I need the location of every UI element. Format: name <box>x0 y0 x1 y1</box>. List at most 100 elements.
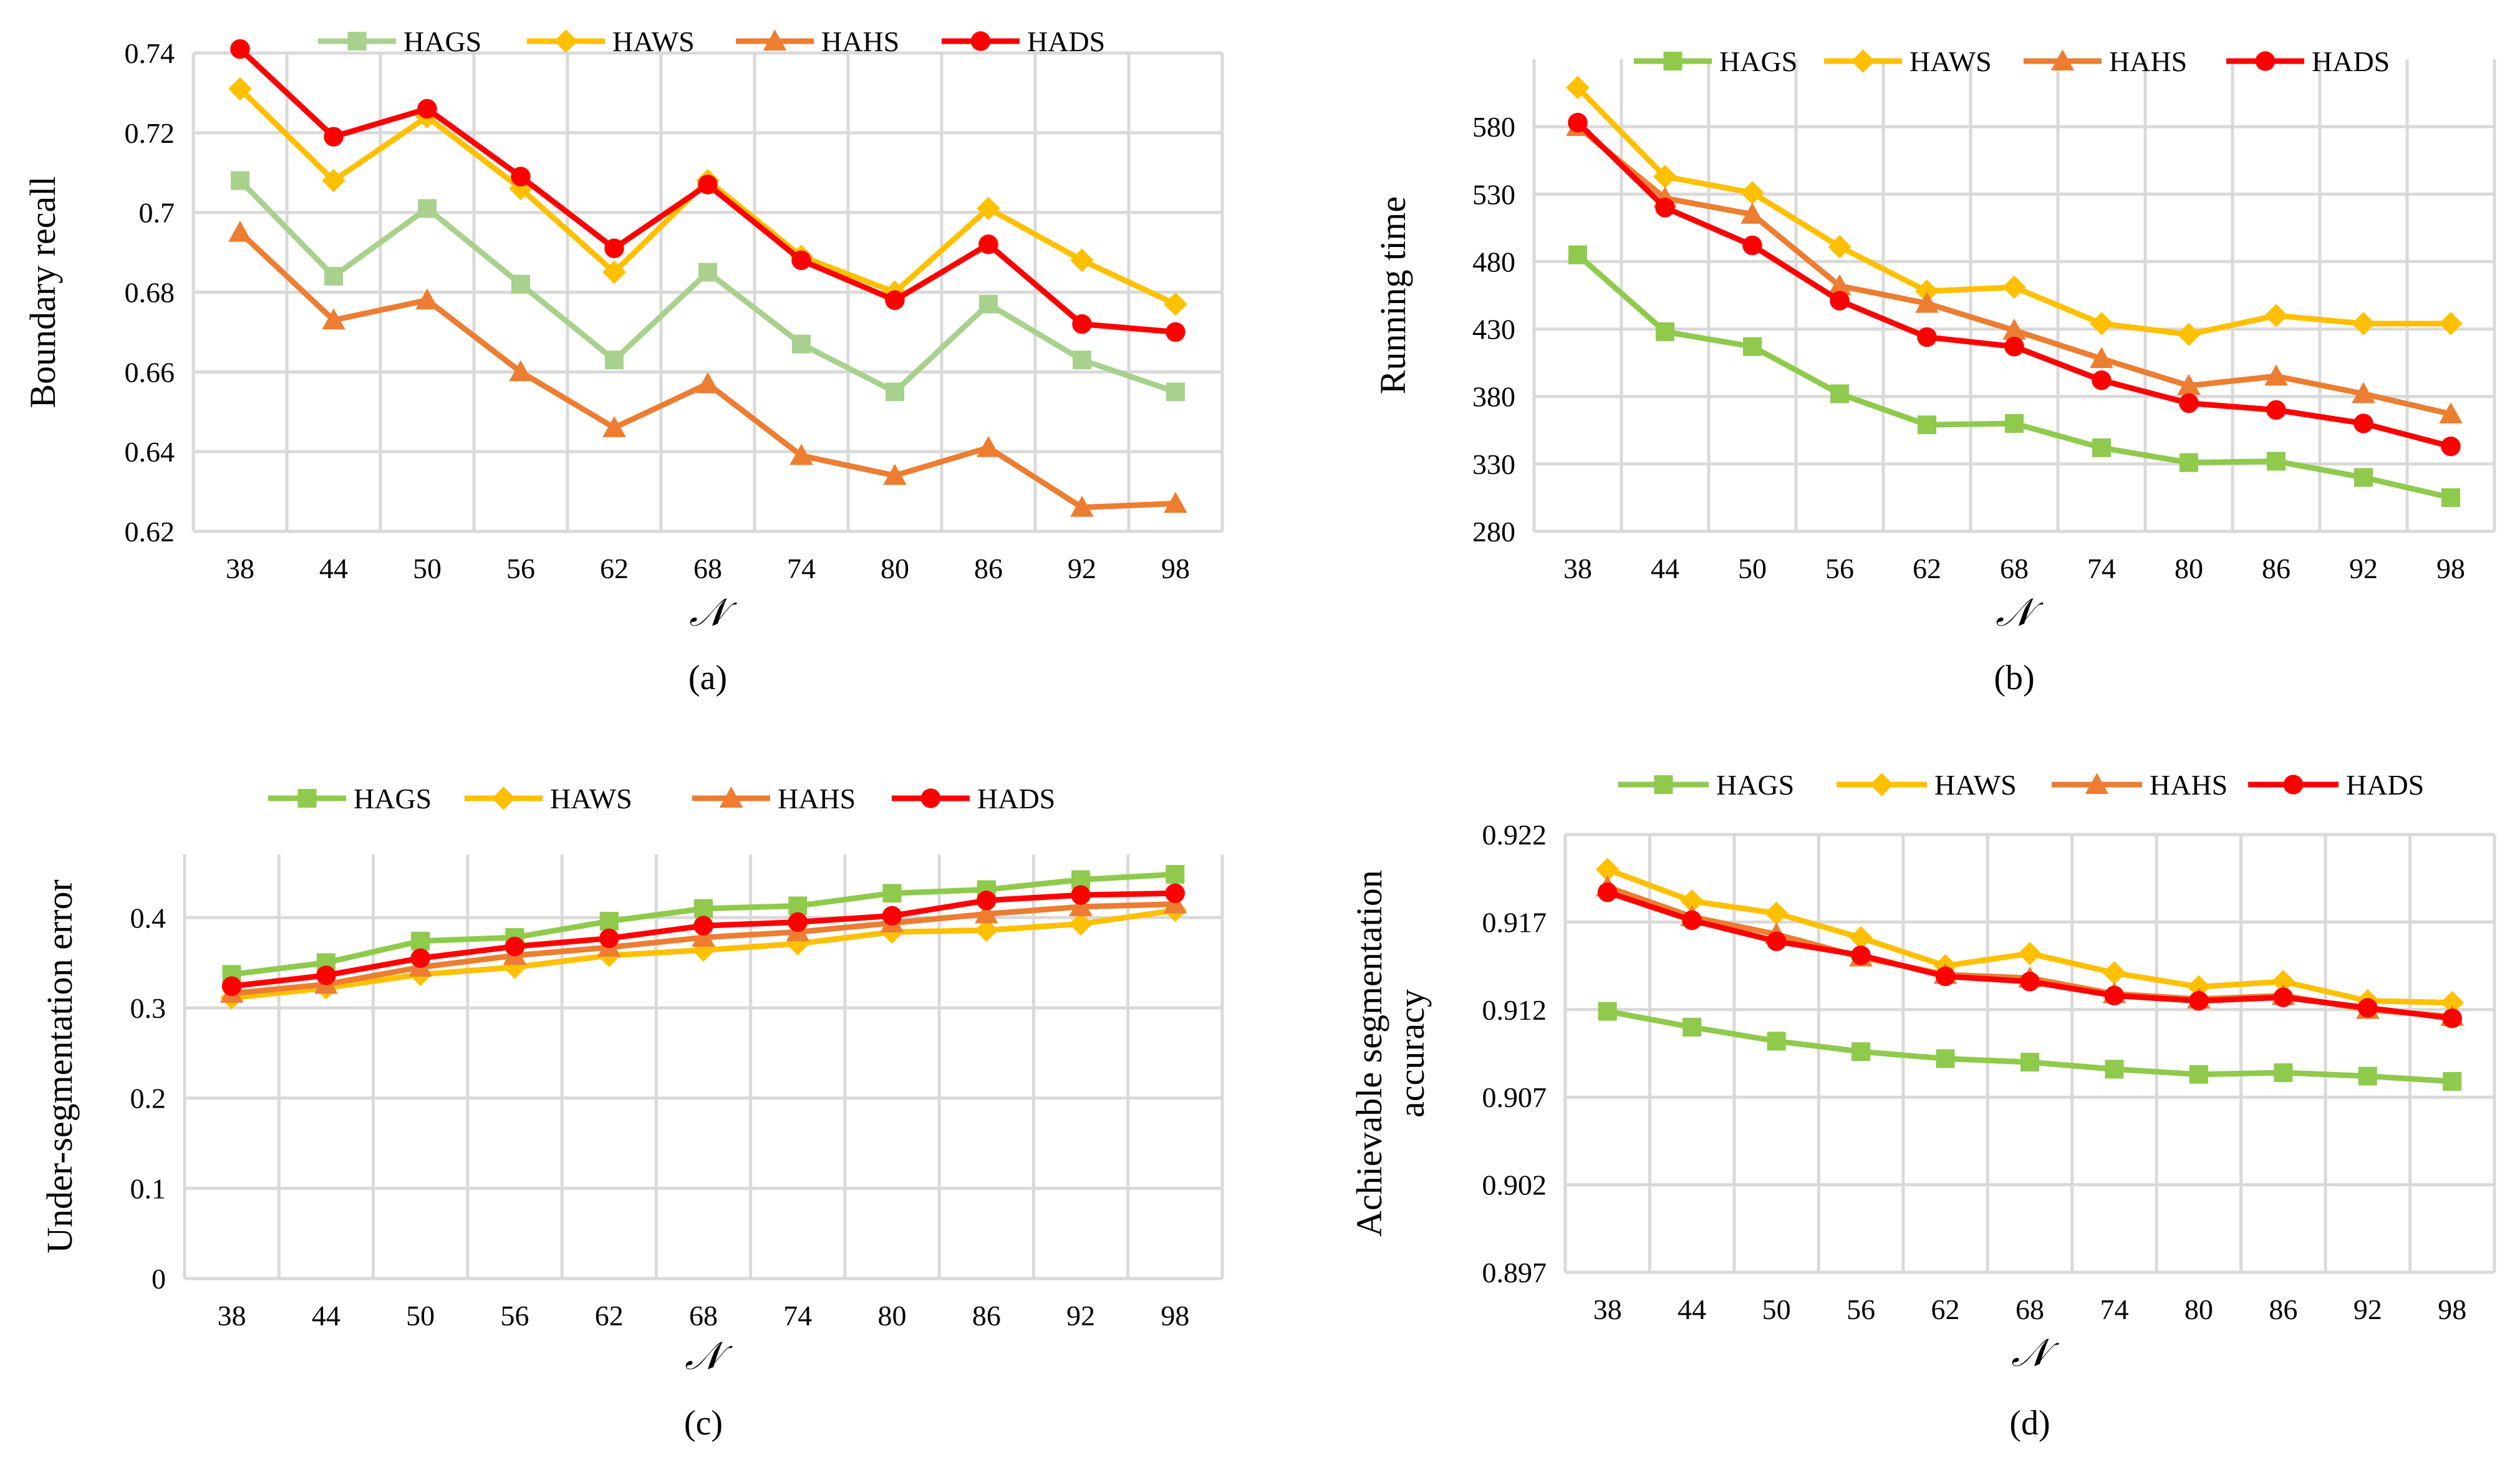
y-tick-label: 0.912 <box>1482 994 1547 1026</box>
point-hahs <box>1915 291 1939 313</box>
y-axis-title: Achievable segmentationaccuracy <box>1349 870 1432 1237</box>
point-hads <box>2266 400 2286 420</box>
point-hahs <box>1740 202 1764 224</box>
legend-marker-haws <box>1851 49 1875 73</box>
point-hahs <box>322 308 345 330</box>
y-tick-label: 280 <box>1472 516 1515 548</box>
y-tick-label: 480 <box>1472 246 1515 278</box>
y-tick-label: 0.1 <box>130 1173 167 1204</box>
x-tick-label: 98 <box>2438 1294 2466 1325</box>
point-hahs <box>1069 895 1093 916</box>
y-tick-label: 330 <box>1472 448 1515 480</box>
point-hags <box>2189 1065 2208 1084</box>
legend-marker-hags <box>1663 52 1682 70</box>
legend-label-haws: HAWS <box>550 783 632 815</box>
point-hads <box>324 127 344 147</box>
legend-marker-hahs <box>2050 49 2075 70</box>
point-hags <box>1073 351 1091 370</box>
x-tick-label: 62 <box>595 1300 624 1332</box>
point-haws <box>228 77 252 101</box>
y-tick-label: 0.66 <box>125 356 175 388</box>
point-hahs <box>228 220 252 242</box>
point-hahs <box>2177 374 2201 395</box>
x-tick-label: 56 <box>506 553 535 584</box>
point-hahs <box>2002 318 2026 340</box>
point-hags <box>1656 322 1674 341</box>
point-hads <box>410 948 430 969</box>
x-tick-label: 44 <box>312 1300 340 1332</box>
point-hads <box>2442 1008 2463 1028</box>
point-hahs <box>2439 402 2463 423</box>
x-axis-title: 𝒩 <box>689 592 737 634</box>
x-tick-label: 44 <box>319 553 348 584</box>
subfigure-caption: (a) <box>688 659 727 697</box>
legend-marker-hahs <box>763 29 787 51</box>
subfigure-caption: (b) <box>1994 659 2034 697</box>
point-hads <box>978 235 998 254</box>
point-hads <box>2104 985 2125 1006</box>
point-hahs <box>977 436 1000 457</box>
x-tick-label: 98 <box>2436 553 2465 584</box>
x-tick-label: 38 <box>226 553 254 584</box>
x-tick-label: 38 <box>218 1300 246 1332</box>
x-tick-label: 80 <box>2175 553 2203 584</box>
x-tick-label: 92 <box>2353 1294 2382 1325</box>
legend-label-hags: HAGS <box>1716 769 1794 801</box>
x-tick-label: 38 <box>1593 1294 1622 1325</box>
point-hags <box>1936 1049 1955 1068</box>
point-hads <box>791 250 811 271</box>
legend-label-haws: HAWS <box>1909 46 1992 77</box>
point-hads <box>2004 336 2024 357</box>
y-tick-label: 430 <box>1472 314 1515 346</box>
point-hags <box>1830 384 1849 404</box>
x-tick-label: 44 <box>1651 553 1679 584</box>
point-hads <box>1766 931 1787 952</box>
y-tick-label: 0.922 <box>1482 819 1547 851</box>
point-haws <box>1849 926 1873 950</box>
point-haws <box>977 196 1000 221</box>
x-tick-label: 62 <box>1931 1294 1960 1325</box>
point-hads <box>1935 966 1956 987</box>
point-hags <box>1598 1002 1617 1021</box>
point-hahs <box>415 288 439 310</box>
point-hags <box>1166 382 1185 402</box>
point-haws <box>322 168 345 193</box>
x-tick-label: 50 <box>413 553 442 584</box>
legend-marker-hags <box>297 789 317 808</box>
legend-marker-hads <box>970 31 991 51</box>
subfigure-caption: (d) <box>2009 1404 2050 1443</box>
x-tick-label: 50 <box>1762 1294 1791 1325</box>
point-haws <box>2102 961 2127 985</box>
y-tick-label: 0.2 <box>130 1083 167 1115</box>
point-hags <box>2354 468 2373 487</box>
point-hags <box>694 899 713 918</box>
point-hads <box>2273 987 2294 1007</box>
point-hads <box>2358 998 2378 1018</box>
x-tick-label: 68 <box>689 1300 718 1332</box>
point-hads <box>1597 882 1618 902</box>
legend-marker-hahs <box>719 786 743 808</box>
legend-label-hads: HADS <box>2312 46 2390 77</box>
point-hags <box>324 266 343 286</box>
point-hads <box>511 167 531 186</box>
legend-label-hahs: HAHS <box>821 26 899 57</box>
point-haws <box>1680 889 1704 913</box>
point-haws <box>1566 75 1590 100</box>
x-tick-label: 86 <box>972 1300 1001 1332</box>
x-tick-label: 62 <box>1913 553 1941 584</box>
point-hahs <box>975 902 998 924</box>
legend-label-hads: HADS <box>977 783 1055 815</box>
point-hags <box>2274 1063 2293 1082</box>
y-tick-label: 0.64 <box>125 436 175 468</box>
legend-label-hags: HAGS <box>354 783 432 815</box>
point-hahs <box>1070 495 1094 517</box>
x-tick-label: 38 <box>1563 553 1592 584</box>
x-tick-label: 56 <box>500 1300 529 1332</box>
point-haws <box>1653 165 1677 188</box>
point-hads <box>2020 972 2040 992</box>
point-hags <box>1851 1042 1871 1061</box>
x-tick-label: 86 <box>2262 553 2291 584</box>
x-tick-label: 92 <box>1066 1300 1095 1332</box>
point-hads <box>2092 370 2112 390</box>
y-tick-label: 0.4 <box>130 902 167 934</box>
